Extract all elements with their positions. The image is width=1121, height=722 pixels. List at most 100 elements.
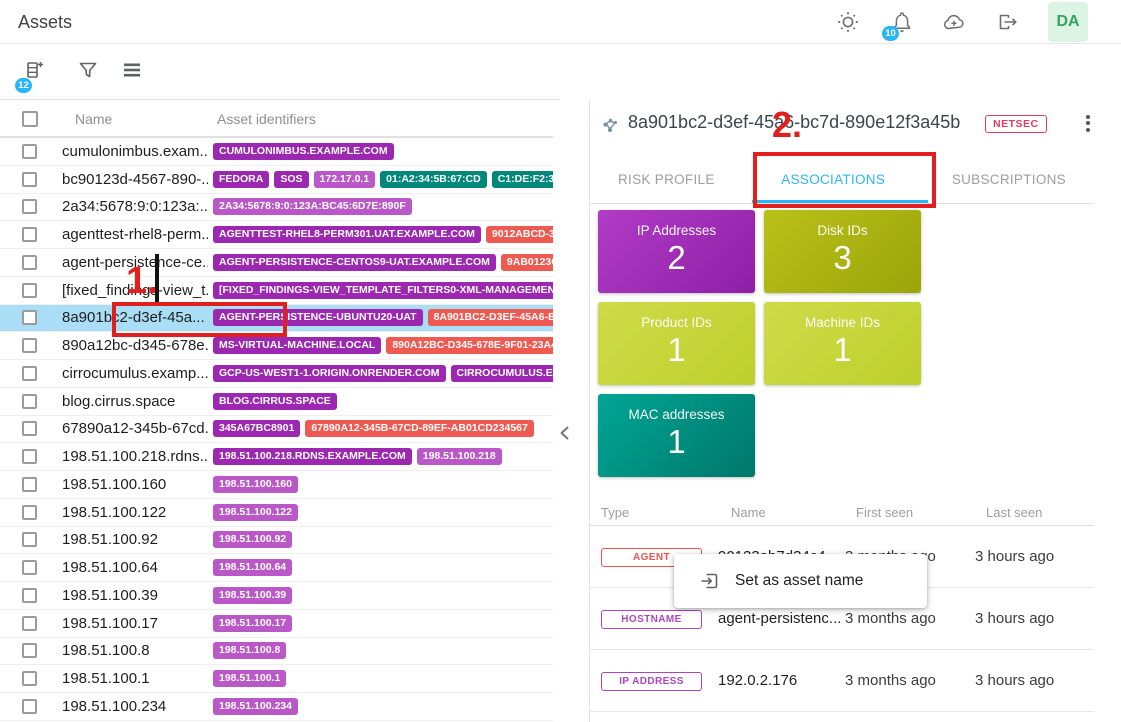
column-header-name[interactable]: Name bbox=[75, 111, 113, 127]
table-row[interactable]: 8a901bc2-d3ef-45a... AGENT-PERSISTENCE-U… bbox=[0, 304, 553, 333]
more-actions-button[interactable] bbox=[1078, 112, 1098, 134]
table-row[interactable]: 198.51.100.122 198.51.100.122 bbox=[0, 498, 553, 527]
row-checkbox[interactable] bbox=[22, 227, 37, 243]
tab[interactable]: ASSOCIATIONS bbox=[781, 171, 886, 187]
row-checkbox[interactable] bbox=[22, 643, 37, 659]
asset-identifier-badges: 198.51.100.122 bbox=[213, 503, 553, 521]
tile-label: IP Addresses bbox=[636, 223, 717, 238]
table-row[interactable]: 198.51.100.8 198.51.100.8 bbox=[0, 637, 553, 666]
theme-toggle-button[interactable] bbox=[836, 10, 860, 34]
table-row[interactable]: 198.51.100.218.rdns.... 198.51.100.218.R… bbox=[0, 443, 553, 471]
row-checkbox[interactable] bbox=[22, 671, 37, 687]
asset-identifier-badge: 198.51.100.122 bbox=[213, 503, 298, 521]
row-checkbox[interactable] bbox=[22, 310, 37, 326]
tab[interactable]: SUBSCRIPTIONS bbox=[951, 171, 1066, 187]
association-tile[interactable]: Disk IDs 3 bbox=[764, 210, 921, 293]
association-last-seen: 3 hours ago bbox=[975, 672, 1055, 689]
association-row[interactable]: HOSTNAME agent-persistenc... 3 months ag… bbox=[590, 588, 1094, 650]
row-checkbox[interactable] bbox=[22, 143, 37, 159]
table-row[interactable]: bc90123d-4567-890-... FEDORA SOS 172.17.0.… bbox=[0, 165, 553, 194]
column-header-asset-identifiers[interactable]: Asset identifiers bbox=[217, 111, 316, 127]
column-header-name[interactable]: Name bbox=[731, 505, 766, 520]
asset-identifier-badges: 345A67BC8901 67890A12-345B-67CD-89EF-AB01… bbox=[213, 420, 553, 438]
row-checkbox[interactable] bbox=[22, 171, 37, 187]
table-row[interactable]: 198.51.100.17 198.51.100.17 bbox=[0, 609, 553, 638]
row-checkbox[interactable] bbox=[22, 698, 37, 714]
cloud-add-button[interactable] bbox=[942, 10, 966, 34]
table-row[interactable]: 198.51.100.160 198.51.100.160 bbox=[0, 471, 553, 499]
association-tile[interactable]: Product IDs 1 bbox=[598, 302, 755, 385]
association-row[interactable]: IP ADDRESS 192.0.2.176 3 months ago 3 ho… bbox=[590, 650, 1094, 712]
select-all-checkbox[interactable] bbox=[22, 111, 38, 127]
asset-identifier-badges: AGENTTEST-RHEL8-PERM301.UAT.EXAMPLE.COM 9… bbox=[213, 226, 553, 244]
row-checkbox[interactable] bbox=[22, 282, 37, 298]
asset-identifier-badge: 198.51.100.1 bbox=[213, 670, 287, 688]
association-tiles: IP Addresses 2 Disk IDs 3 Product IDs 1 … bbox=[598, 210, 928, 477]
logout-button[interactable] bbox=[996, 10, 1020, 34]
table-row[interactable]: 2a34:5678:9:0:123a:... 2A34:5678:9:0:123… bbox=[0, 193, 553, 222]
table-row[interactable]: agent-persistence-ce... AGENT-PERSISTENC… bbox=[0, 249, 553, 277]
row-checkbox[interactable] bbox=[22, 449, 37, 465]
asset-identifier-badges: 198.51.100.92 bbox=[213, 531, 553, 549]
asset-identifier-badge: 2A34:5678:9:0:123A:BC45:6D7E:890F bbox=[213, 198, 412, 216]
association-tile[interactable]: MAC addresses 1 bbox=[598, 394, 755, 477]
row-checkbox[interactable] bbox=[22, 504, 37, 520]
asset-identifier-badges: FEDORA SOS 172.17.0.1 01:A2:34:5B:67:CD C1:D… bbox=[213, 170, 553, 188]
asset-identifier-badges: 198.51.100.218.RDNS.EXAMPLE.COM 198.51.10… bbox=[213, 448, 553, 466]
active-tab-indicator bbox=[752, 200, 928, 203]
filter-funnel-icon bbox=[79, 62, 97, 78]
filter-button[interactable] bbox=[76, 58, 100, 82]
association-type-cell: IP ADDRESS bbox=[590, 671, 718, 691]
asset-topology-icon bbox=[600, 115, 622, 137]
context-menu: Set as asset name bbox=[674, 554, 927, 608]
asset-list-panel: Name Asset identifiers cumulonimbus.exam… bbox=[0, 100, 553, 722]
row-checkbox[interactable] bbox=[22, 365, 37, 381]
table-row[interactable]: blog.cirrus.space BLOG.CIRRUS.SPACE bbox=[0, 387, 553, 416]
table-row[interactable]: 198.51.100.1 198.51.100.1 bbox=[0, 665, 553, 693]
row-checkbox[interactable] bbox=[22, 532, 37, 548]
row-checkbox[interactable] bbox=[22, 199, 37, 215]
association-name: 192.0.2.176 bbox=[718, 672, 798, 689]
row-checkbox[interactable] bbox=[22, 393, 37, 409]
association-tile[interactable]: IP Addresses 2 bbox=[598, 210, 755, 293]
add-columns-button[interactable]: 12 bbox=[15, 58, 46, 93]
tab[interactable]: RISK PROFILE bbox=[618, 171, 715, 187]
tile-value: 1 bbox=[667, 423, 686, 460]
table-row[interactable]: 67890a12-345b-67cd... 345A67BC8901 67890A… bbox=[0, 415, 553, 444]
menu-item-set-as-asset-name[interactable]: Set as asset name bbox=[735, 572, 864, 589]
table-row[interactable]: 890a12bc-d345-678e... MS-VIRTUAL-MACHINE… bbox=[0, 332, 553, 360]
sun-icon bbox=[838, 12, 858, 32]
association-table-header: Type Name First seen Last seen bbox=[590, 505, 1094, 525]
notifications-button[interactable]: 10 bbox=[882, 10, 914, 41]
table-row[interactable]: 198.51.100.234 198.51.100.234 bbox=[0, 693, 553, 721]
table-row[interactable]: [fixed_findings-view_t... [FIXED_FINDING… bbox=[0, 276, 553, 305]
row-checkbox[interactable] bbox=[22, 254, 37, 270]
asset-identifier-badge: 890A12BC-D345-678E-9F01-23A45 bbox=[386, 337, 553, 355]
column-header-type[interactable]: Type bbox=[601, 505, 630, 520]
set-asset-name-icon bbox=[698, 570, 720, 592]
table-row[interactable]: 198.51.100.64 198.51.100.64 bbox=[0, 554, 553, 582]
row-checkbox[interactable] bbox=[22, 587, 37, 603]
association-tile[interactable]: Machine IDs 1 bbox=[764, 302, 921, 385]
collapse-detail-button[interactable] bbox=[556, 424, 574, 442]
table-row[interactable]: 198.51.100.39 198.51.100.39 bbox=[0, 582, 553, 610]
row-checkbox[interactable] bbox=[22, 615, 37, 631]
table-row[interactable]: cumulonimbus.exam... CUMULONIMBUS.EXAMPL… bbox=[0, 138, 553, 166]
tile-label: Product IDs bbox=[641, 315, 712, 330]
table-row[interactable]: cirrocumulus.examp... GCP-US-WEST1-1.ORI… bbox=[0, 360, 553, 388]
asset-identifier-badge: C1:DE:F2:34:AB bbox=[491, 170, 553, 188]
row-checkbox[interactable] bbox=[22, 421, 37, 437]
table-row[interactable]: agenttest-rhel8-perm... AGENTTEST-RHEL8-… bbox=[0, 221, 553, 249]
asset-identifier-badges: 198.51.100.17 bbox=[213, 614, 553, 632]
row-checkbox[interactable] bbox=[22, 476, 37, 492]
column-header-first-seen[interactable]: First seen bbox=[856, 505, 914, 520]
row-checkbox[interactable] bbox=[22, 338, 37, 354]
avatar[interactable]: DA bbox=[1048, 2, 1088, 42]
row-checkbox[interactable] bbox=[22, 560, 37, 576]
asset-identifier-badge: 198.51.100.234 bbox=[213, 697, 298, 715]
column-header-last-seen[interactable]: Last seen bbox=[986, 505, 1043, 520]
table-row[interactable]: 198.51.100.92 198.51.100.92 bbox=[0, 526, 553, 555]
asset-identifier-badge: 198.51.100.39 bbox=[213, 586, 293, 604]
view-list-button[interactable] bbox=[120, 58, 144, 82]
